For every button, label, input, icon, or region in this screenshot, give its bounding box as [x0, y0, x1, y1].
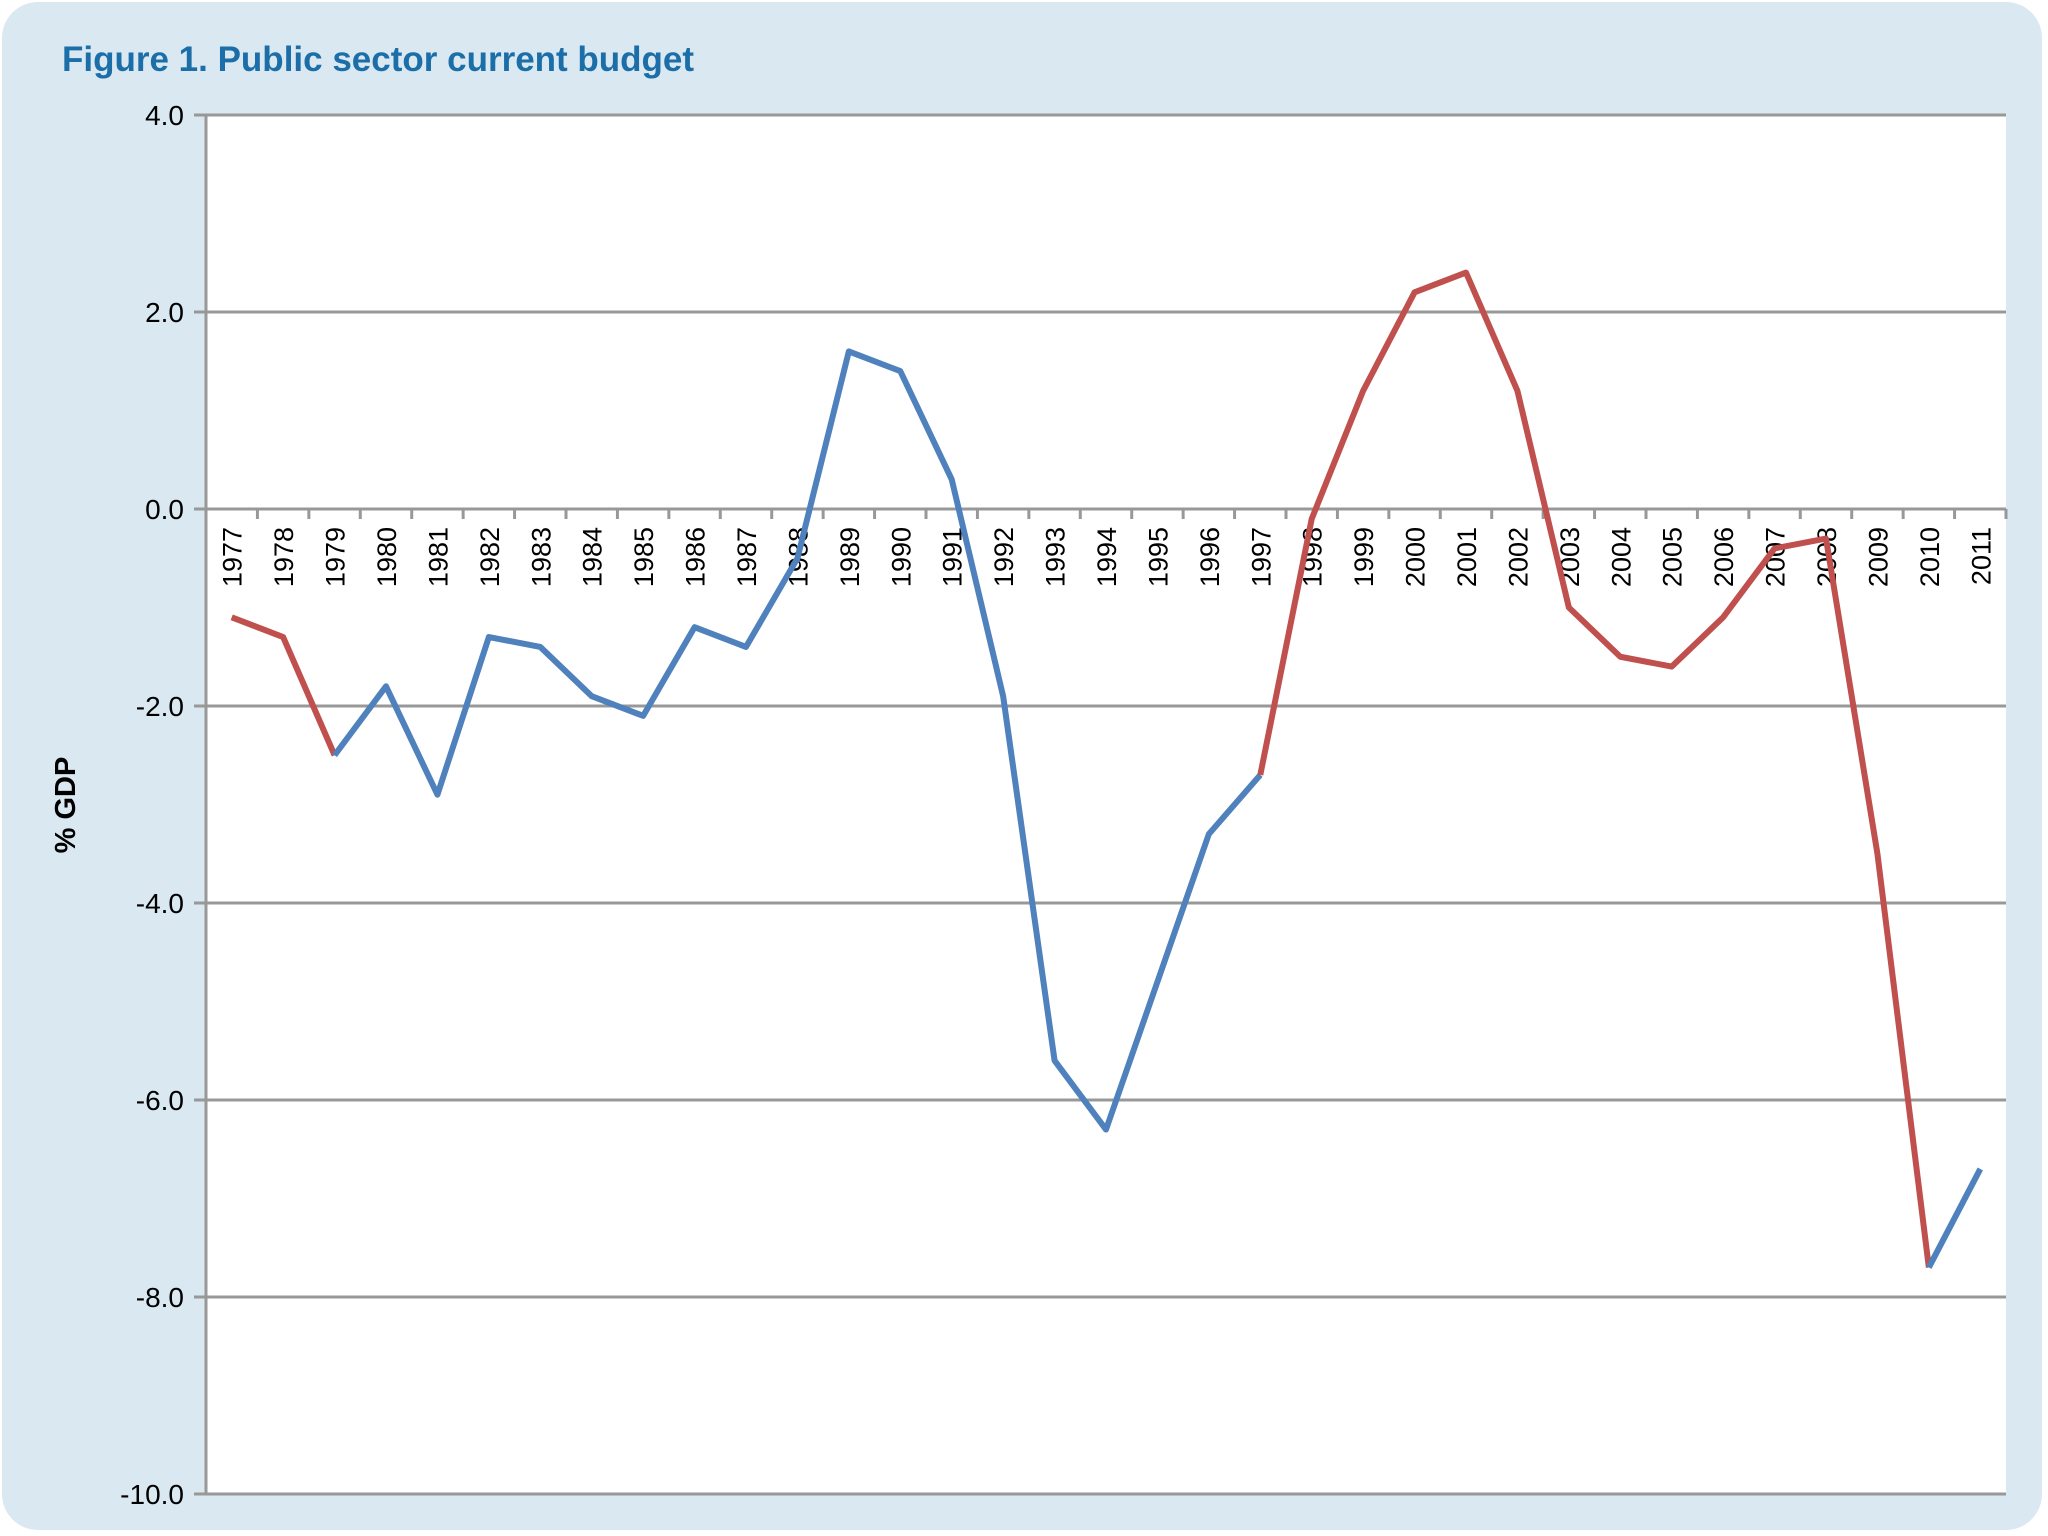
x-tick-label: 1985 — [629, 527, 659, 587]
x-tick-label: 1990 — [886, 527, 916, 587]
x-tick-label: 2004 — [1606, 527, 1636, 587]
x-tick-label: 1995 — [1143, 527, 1173, 587]
x-tick-label: 1999 — [1349, 527, 1379, 587]
x-tick-label: 1983 — [526, 527, 556, 587]
x-tick-label: 1984 — [578, 527, 608, 587]
y-axis-label: % GDP — [50, 757, 82, 854]
x-tick-label: 1994 — [1092, 527, 1122, 587]
series-line-segment — [332, 348, 1263, 1133]
x-tick-label: 2010 — [1915, 527, 1945, 587]
chart-title: Figure 1. Public sector current budget — [62, 40, 695, 79]
x-tick-label: 1987 — [732, 527, 762, 587]
y-tick-label: 2.0 — [145, 297, 184, 328]
x-tick-label: 2001 — [1452, 527, 1482, 587]
y-tick-label: -10.0 — [120, 1479, 184, 1510]
y-tick-label: 4.0 — [145, 100, 184, 131]
x-tick-label: 2002 — [1503, 527, 1533, 587]
y-tick-label: -8.0 — [136, 1282, 184, 1313]
x-tick-label: 2009 — [1863, 527, 1893, 587]
series-line-segment — [230, 614, 338, 757]
x-tick-label: 1997 — [1246, 527, 1276, 587]
x-tick-label: 1981 — [423, 527, 453, 587]
x-tick-label: 1986 — [681, 527, 711, 587]
x-tick-label: 2011 — [1966, 527, 1996, 585]
plot-area — [206, 115, 2006, 1494]
series-line-segment — [1257, 269, 1932, 1268]
series-line-segment — [1926, 1167, 1983, 1269]
y-tick-label: 0.0 — [145, 494, 184, 525]
x-tick-label: 1982 — [475, 527, 505, 587]
x-tick-label: 2006 — [1709, 527, 1739, 587]
y-tick-label: -2.0 — [136, 691, 184, 722]
x-tick-label: 1993 — [1041, 527, 1071, 587]
x-tick-label: 1978 — [269, 527, 299, 587]
x-tick-label: 1979 — [321, 527, 351, 587]
y-tick-label: -4.0 — [136, 888, 184, 919]
x-tick-label: 1977 — [218, 527, 248, 587]
x-tick-label: 1989 — [835, 527, 865, 587]
x-tick-label: 2000 — [1401, 527, 1431, 587]
x-tick-label: 1980 — [372, 527, 402, 587]
x-tick-label: 1996 — [1195, 527, 1225, 587]
x-tick-label: 1992 — [989, 527, 1019, 587]
x-tick-label: 2005 — [1658, 527, 1688, 587]
y-tick-label: -6.0 — [136, 1085, 184, 1116]
